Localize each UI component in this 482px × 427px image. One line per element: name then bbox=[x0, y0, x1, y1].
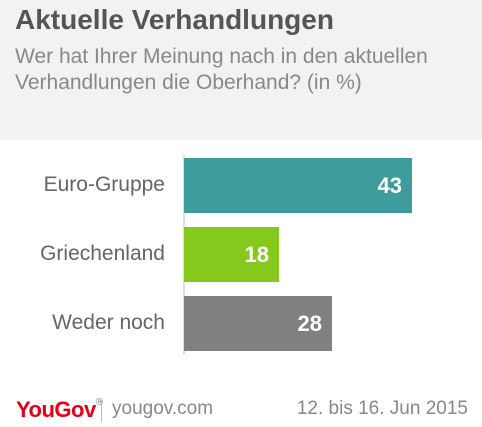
logo-you: You bbox=[16, 397, 55, 422]
survey-date: 12. bis 16. Jun 2015 bbox=[296, 398, 468, 419]
category-label: Griechenland bbox=[40, 242, 165, 265]
bar-value-label: 28 bbox=[297, 311, 322, 336]
chart-title: Aktuelle Verhandlungen bbox=[15, 4, 334, 35]
bar: 28 bbox=[184, 296, 332, 351]
yougov-logo: YouGov® bbox=[16, 397, 103, 423]
bar-value-label: 18 bbox=[244, 242, 269, 267]
logo-registered-mark: ® bbox=[95, 397, 103, 408]
footer-separator bbox=[101, 400, 102, 422]
bar: 43 bbox=[184, 158, 412, 213]
category-label: Euro-Gruppe bbox=[43, 173, 165, 196]
bar: 18 bbox=[184, 227, 279, 282]
bar-value-label: 43 bbox=[377, 173, 402, 198]
chart-subtitle: Wer hat Ihrer Meinung nach in den aktuel… bbox=[15, 45, 428, 94]
site-link[interactable]: yougov.com bbox=[112, 398, 214, 419]
logo-gov: Gov bbox=[54, 397, 96, 422]
footer: YouGov® yougov.com 12. bis 16. Jun 2015 bbox=[0, 385, 482, 427]
header-panel: Aktuelle Verhandlungen Wer hat Ihrer Mei… bbox=[0, 0, 482, 140]
category-label: Weder noch bbox=[52, 311, 165, 334]
